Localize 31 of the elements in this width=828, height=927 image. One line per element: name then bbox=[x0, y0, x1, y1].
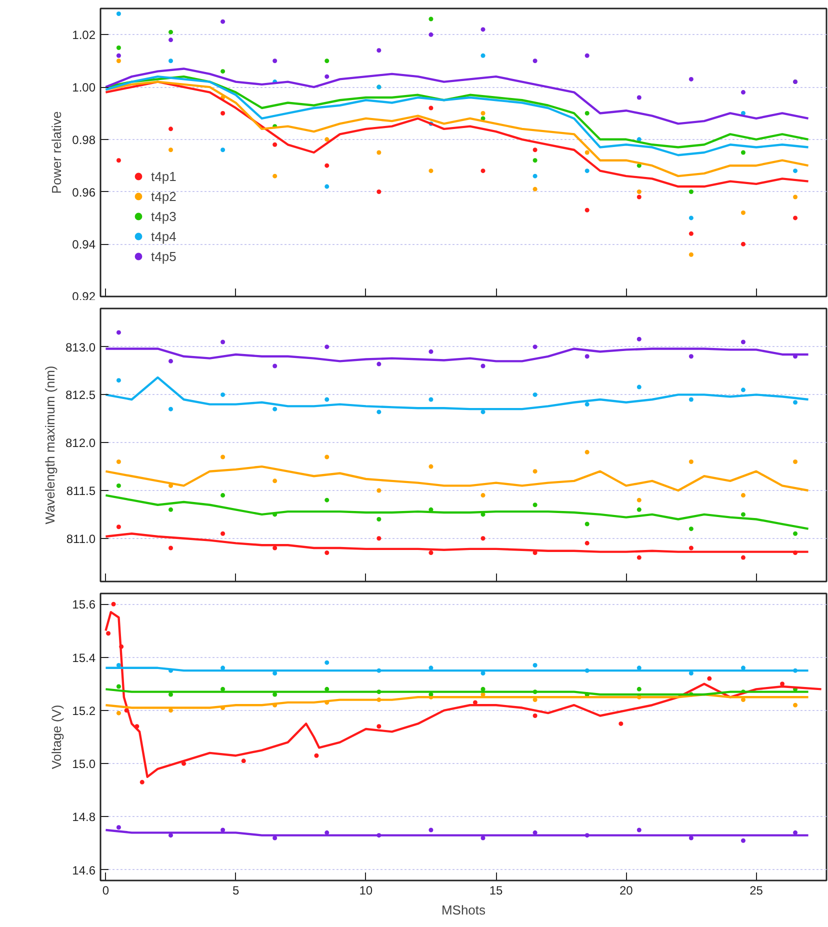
x-tick-label: 0 bbox=[102, 884, 110, 898]
x-tick-label: 20 bbox=[619, 884, 634, 898]
y-tick-label: 15.2 bbox=[72, 704, 96, 718]
y-tick-label: 811.5 bbox=[66, 484, 96, 498]
y-tick-label: 813.0 bbox=[65, 340, 96, 354]
legend-label: t4p3 bbox=[151, 208, 176, 224]
legend-label: t4p2 bbox=[151, 188, 176, 204]
y-tick-label: 812.5 bbox=[65, 388, 96, 402]
y-tick-label: 1.00 bbox=[72, 80, 96, 95]
x-tick-label: 5 bbox=[232, 884, 240, 898]
y-tick-label: 15.6 bbox=[72, 598, 96, 612]
y-axis-title: Voltage (V) bbox=[49, 704, 64, 770]
x-tick-label: 15 bbox=[489, 884, 504, 898]
y-tick-label: 811.0 bbox=[66, 532, 96, 546]
y-tick-label: 14.6 bbox=[72, 863, 96, 878]
y-tick-label: 0.96 bbox=[72, 185, 96, 200]
y-tick-label: 0.94 bbox=[72, 238, 96, 252]
legend-label: t4p4 bbox=[151, 228, 176, 244]
y-tick-label: 812.0 bbox=[65, 436, 96, 450]
y-axis-title: Power relative bbox=[49, 111, 64, 194]
y-tick-label: 15.4 bbox=[72, 650, 96, 665]
x-tick-label: 10 bbox=[359, 884, 373, 898]
x-tick-label: 25 bbox=[750, 884, 764, 898]
y-tick-label: 14.8 bbox=[72, 810, 96, 824]
y-axis-title: Wavelength maximum (nm) bbox=[42, 366, 58, 524]
legend-label: t4p1 bbox=[151, 168, 176, 184]
x-axis-title: MShots bbox=[441, 902, 486, 918]
y-tick-label: 15.0 bbox=[72, 757, 96, 772]
y-tick-label: 0.98 bbox=[72, 132, 96, 147]
legend-label: t4p5 bbox=[151, 248, 176, 264]
y-tick-label: 1.02 bbox=[72, 28, 96, 42]
